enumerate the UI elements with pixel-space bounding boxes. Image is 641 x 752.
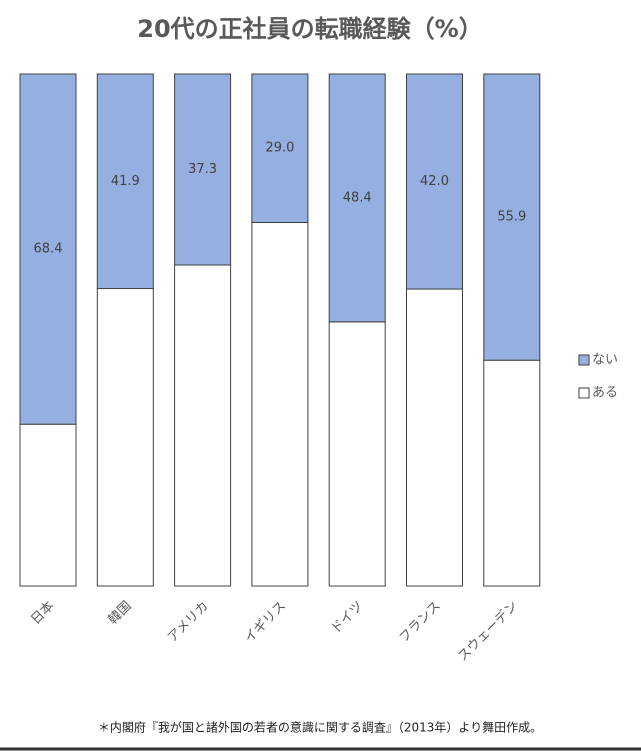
data-label: 55.9	[497, 210, 526, 225]
data-label: 48.4	[343, 190, 372, 205]
x-tick-label: 韓国	[106, 599, 135, 628]
x-tick-label: フランス	[397, 599, 444, 646]
bar-segment	[19, 73, 77, 425]
source-note: ＊内閣府『我が国と諸外国の若者の意識に関する調査』（2013年）より舞田作成。	[98, 720, 542, 735]
x-tick-label: アメリカ	[165, 599, 212, 646]
data-label: 42.0	[420, 174, 449, 189]
bar-segment	[328, 321, 386, 587]
x-tick-label: 日本	[28, 599, 57, 628]
bar-segment	[96, 73, 154, 290]
data-label: 41.9	[111, 174, 140, 189]
bar-segment	[174, 264, 232, 587]
data-label: 29.0	[265, 141, 294, 156]
legend-label: ある	[592, 386, 618, 401]
bar-segment	[483, 359, 541, 587]
bar-segment	[328, 73, 386, 323]
bar-segment	[251, 73, 309, 223]
x-tick-label: ドイツ	[328, 599, 366, 637]
x-tick-label: スウェーデン	[455, 598, 521, 664]
legend-swatch	[578, 354, 590, 366]
chart-title: 20代の正社員の転職経験（%）	[137, 15, 482, 43]
bar-segment	[406, 288, 463, 587]
bar-segment	[19, 423, 77, 587]
bar-segment	[406, 73, 463, 290]
x-tick-label: イギリス	[242, 599, 289, 646]
data-label: 37.3	[188, 162, 217, 177]
data-label: 68.4	[34, 242, 63, 257]
legend-label: ない	[592, 353, 618, 368]
bar-segment	[96, 288, 154, 587]
bar-segment	[174, 73, 232, 266]
bar-segment	[483, 73, 541, 361]
bar-segment	[251, 221, 309, 587]
legend-swatch	[578, 387, 590, 399]
